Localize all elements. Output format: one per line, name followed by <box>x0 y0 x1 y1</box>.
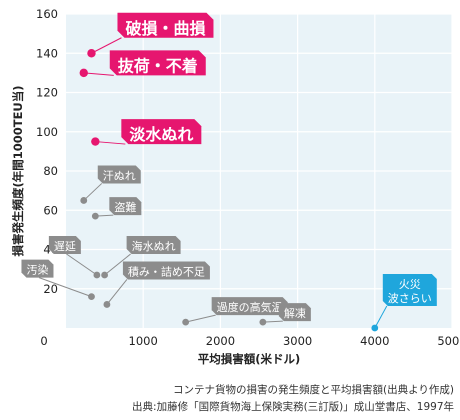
point-label-box <box>48 236 81 255</box>
label-connector <box>374 305 388 329</box>
point-group: 海水ぬれ <box>101 236 181 279</box>
data-point <box>93 271 101 279</box>
point-group: 汚染 <box>21 259 95 300</box>
label-connector <box>83 183 103 201</box>
point-label: 過度の高気温 <box>217 300 283 314</box>
y-tick-label: 160 <box>36 7 58 21</box>
label-connector <box>185 314 216 323</box>
point-label-box <box>109 50 206 76</box>
data-point <box>103 301 111 308</box>
label-connector <box>66 253 98 276</box>
point-group: 淡水ぬれ <box>91 119 202 146</box>
point-label-box <box>382 274 437 306</box>
point-label-box <box>97 165 141 184</box>
point-label-box <box>126 236 181 255</box>
x-tick-label: 4000 <box>360 334 389 348</box>
label-connector <box>106 279 128 305</box>
point-group: 過度の高気温 <box>182 297 288 326</box>
data-point <box>182 318 190 326</box>
point-label: 淡水ぬれ <box>129 125 193 144</box>
point-group: 抜荷・不着 <box>79 50 206 78</box>
point-label: 遅延 <box>54 240 76 253</box>
point-label: 積み・詰め不足 <box>128 264 205 278</box>
data-point <box>87 49 96 58</box>
point-label-box <box>122 261 210 280</box>
x-tick-label: 5000 <box>437 334 460 348</box>
data-point <box>80 197 88 204</box>
y-tick-label: 120 <box>36 86 58 100</box>
label-connector <box>95 141 126 145</box>
y-tick-label: 60 <box>43 203 58 217</box>
point-group: 汗ぬれ <box>80 165 141 204</box>
data-point <box>79 68 88 78</box>
label-connector <box>104 253 131 276</box>
label-connector <box>91 37 122 54</box>
point-group: 積み・詰め不足 <box>103 261 210 308</box>
data-point <box>91 212 99 220</box>
x-tick-label: 2000 <box>206 334 235 348</box>
point-group: 破損・曲損 <box>87 12 214 58</box>
point-group: 盗難 <box>91 197 142 220</box>
point-label: 盗難 <box>114 201 136 214</box>
y-axis-label: 損害発生頻度(年間1000TEU当) <box>11 85 25 256</box>
x-tick-label: 0 <box>40 334 47 348</box>
figure-source: 出典:加藤修「国際貨物海上保険実務(三訂版)」成山堂書店、1997年 <box>132 401 454 413</box>
label-connector <box>83 72 114 76</box>
chart: 0100020003000400050002040608010012014016… <box>11 7 460 366</box>
data-point <box>88 293 95 300</box>
point-label: 波さらい <box>388 292 432 305</box>
y-tick-label: 20 <box>43 282 58 296</box>
x-tick-label: 3000 <box>283 334 312 348</box>
point-label: 抜荷・不着 <box>118 56 198 75</box>
y-tick-label: 140 <box>36 46 58 60</box>
point-label: 汗ぬれ <box>103 169 136 182</box>
point-label-box <box>117 12 214 38</box>
label-connector <box>38 277 92 298</box>
data-point <box>91 137 100 146</box>
point-label-box <box>121 119 202 145</box>
data-point <box>259 318 267 326</box>
data-point <box>371 324 379 332</box>
x-tick-label: 1000 <box>129 334 158 348</box>
point-label: 汚染 <box>26 263 48 277</box>
point-label: 破損・曲損 <box>125 19 206 38</box>
figure-caption: コンテナ貨物の損害の発生頻度と平均損害額(出典より作成) <box>173 384 454 396</box>
point-label: 海水ぬれ <box>132 239 176 253</box>
point-label: 火災 <box>399 278 421 291</box>
point-label-box <box>278 303 311 322</box>
point-label: 解凍 <box>284 306 306 320</box>
y-tick-label: 100 <box>36 125 58 139</box>
y-tick-label: 80 <box>43 164 58 178</box>
point-group: 解凍 <box>259 303 311 326</box>
data-point <box>101 271 108 279</box>
point-label-box <box>21 259 54 278</box>
x-axis-label: 平均損害額(米ドル) <box>198 352 301 366</box>
point-label-box <box>109 197 142 216</box>
point-label-box <box>211 297 288 316</box>
point-group: 遅延 <box>48 236 101 279</box>
